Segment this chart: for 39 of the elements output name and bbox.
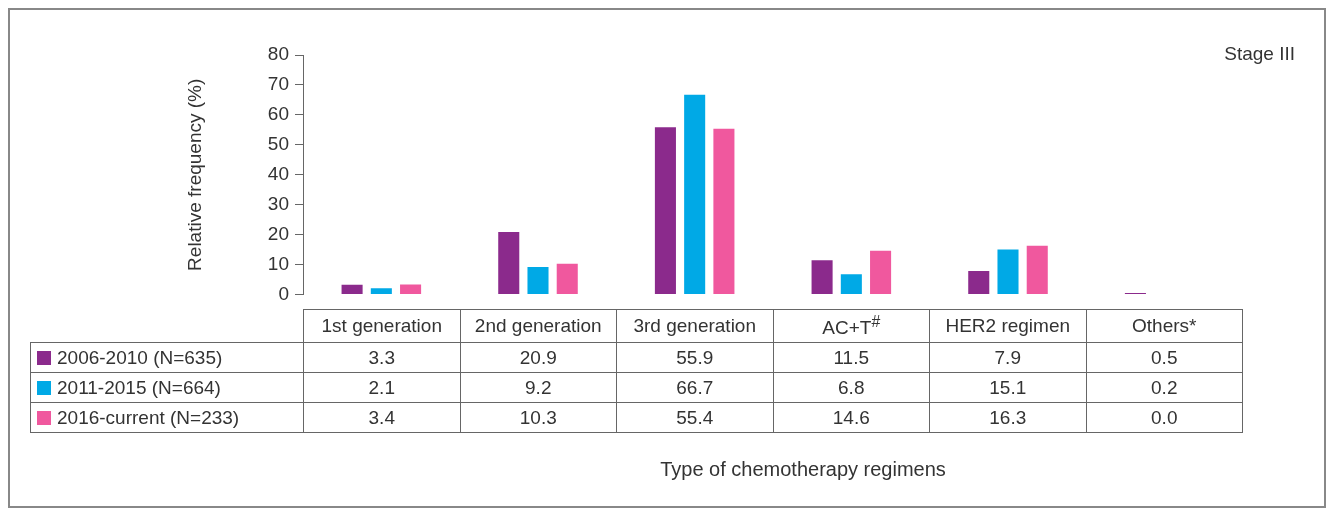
data-label: 6.8	[773, 372, 930, 403]
x-tick-label: 3rd generation	[616, 309, 773, 343]
y-tick-label: 70	[267, 73, 289, 95]
x-tick-label: HER2 regimen	[929, 309, 1086, 343]
data-label: 10.3	[460, 402, 617, 433]
x-tick-label: 1st generation	[303, 309, 460, 343]
y-tick-label: 80	[267, 43, 289, 65]
data-label: 2.1	[303, 372, 460, 403]
data-label: 66.7	[616, 372, 773, 403]
data-label: 0.0	[1086, 402, 1243, 433]
legend-label: 2016-current (N=233)	[30, 402, 304, 433]
chart-title: Stage III	[1224, 42, 1295, 64]
data-label: 7.9	[929, 342, 1086, 373]
data-label: 0.5	[1086, 342, 1243, 373]
data-label: 9.2	[460, 372, 617, 403]
data-label: 11.5	[773, 342, 930, 373]
data-label: 14.6	[773, 402, 930, 433]
y-tick-label: 0	[278, 282, 289, 304]
text: Type of chemotherapy regimens	[659, 458, 947, 481]
y-tick-label: 60	[267, 103, 289, 125]
x-tick-label: 2nd generation	[460, 309, 617, 343]
data-label: 15.1	[929, 372, 1086, 403]
data-label: 3.4	[303, 402, 460, 433]
y-tick-label: 40	[267, 163, 289, 185]
y-tick-label: 10	[267, 252, 289, 274]
y-tick-label: 20	[267, 222, 289, 244]
data-label: 0.2	[1086, 372, 1243, 403]
legend-label: 2006-2010 (N=635)	[30, 342, 304, 373]
y-axis-title: Relative frequency (%)	[183, 78, 205, 271]
data-label: 16.3	[929, 402, 1086, 433]
data-label: 3.3	[303, 342, 460, 373]
x-tick-label: AC+T$^{#}$	[773, 309, 930, 343]
x-tick-label: Others*	[1086, 309, 1243, 343]
data-label: 55.4	[616, 402, 773, 433]
y-tick-label: 50	[267, 133, 289, 155]
y-tick-label: 30	[267, 192, 289, 214]
data-label: 20.9	[460, 342, 617, 373]
data-label: 55.9	[616, 342, 773, 373]
legend-label: 2011-2015 (N=664)	[30, 372, 304, 403]
